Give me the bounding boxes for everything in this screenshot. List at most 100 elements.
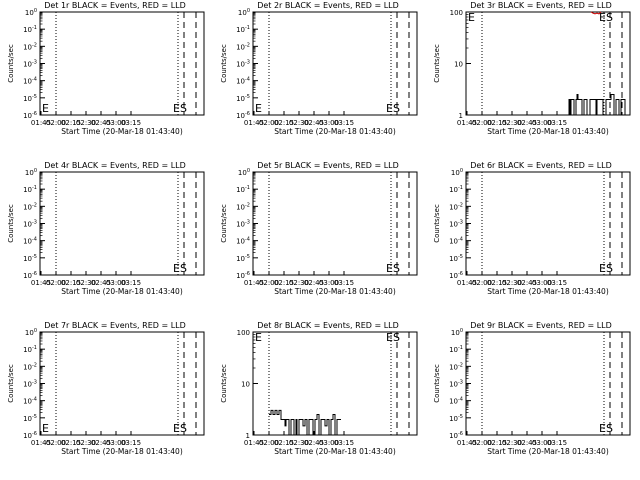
x-tick-label: 02:15: [61, 439, 81, 447]
x-axis-title: Start Time (20-Mar-18 01:43:40): [274, 287, 396, 296]
y-tick-label: 10-2: [236, 42, 250, 51]
events-series-line: [269, 409, 341, 436]
y-tick-label: 10-4: [236, 77, 250, 86]
y-tick-label: 10-3: [23, 220, 37, 229]
x-tick-label: 02:15: [61, 119, 81, 127]
x-tick-label: 02:00: [472, 279, 492, 287]
x-tick-label: 02:30: [76, 119, 96, 127]
panel-title: Det 6r BLACK = Events, RED = LLD: [470, 161, 612, 170]
y-tick-label: 10-3: [23, 60, 37, 69]
x-tick-label: 03:00: [106, 279, 126, 287]
x-tick-label: 02:15: [274, 439, 294, 447]
y-tick-label: 10-6: [449, 431, 463, 440]
panel-title: Det 4r BLACK = Events, RED = LLD: [44, 161, 186, 170]
x-tick-label: 03:00: [532, 279, 552, 287]
y-tick-label: 10-4: [449, 237, 463, 246]
detector-panel: Counts/sec 01:4502:0002:1502:3002:4503:00…: [433, 168, 631, 287]
y-tick-label: 10-1: [236, 185, 250, 194]
x-tick-label: 02:15: [487, 279, 507, 287]
y-tick-label: 10-3: [449, 220, 463, 229]
annotation-label: E: [255, 331, 262, 344]
x-tick-label: 02:30: [76, 439, 96, 447]
x-axis-title: Start Time (20-Mar-18 01:43:40): [61, 127, 183, 136]
y-axis-title: Counts/sec: [7, 364, 15, 403]
x-tick-label: 02:00: [46, 279, 66, 287]
annotation-label: E: [42, 422, 49, 435]
y-tick-label: 10-6: [236, 111, 250, 120]
y-tick-label: 100: [450, 9, 463, 17]
y-tick-label: 10-2: [236, 202, 250, 211]
y-axis-title: Counts/sec: [433, 44, 441, 83]
x-axis-title: Start Time (20-Mar-18 01:43:40): [487, 127, 609, 136]
y-axis-title: Counts/sec: [220, 204, 228, 243]
y-tick-label: 10-5: [449, 254, 463, 263]
detector-panel: Counts/sec 01:4502:0002:1502:3002:4503:00…: [7, 168, 205, 287]
panel-title: Det 8r BLACK = Events, RED = LLD: [257, 321, 399, 330]
detector-panel: Counts/sec 01:4502:0002:1502:3002:4503:00…: [7, 328, 205, 447]
x-tick-label: 03:00: [319, 119, 339, 127]
y-axis-title: Counts/sec: [220, 364, 228, 403]
x-tick-label: 02:15: [274, 279, 294, 287]
y-tick-label: 10-2: [449, 202, 463, 211]
panel-title: Det 7r BLACK = Events, RED = LLD: [44, 321, 186, 330]
x-tick-label: 01:45: [31, 439, 51, 447]
y-tick-label: 10-2: [23, 42, 37, 51]
x-tick-label: 03:15: [121, 279, 141, 287]
y-tick-label: 10-6: [23, 111, 37, 120]
x-tick-label: 02:45: [517, 439, 537, 447]
y-tick-label: 10: [454, 61, 463, 69]
y-tick-label: 10-6: [449, 271, 463, 280]
annotation-label: ES: [386, 331, 400, 344]
x-tick-label: 02:00: [259, 119, 279, 127]
x-tick-label: 03:15: [547, 439, 567, 447]
panel-title: Det 2r BLACK = Events, RED = LLD: [257, 1, 399, 10]
panel-title: Det 3r BLACK = Events, RED = LLD: [470, 1, 612, 10]
y-tick-label: 10-6: [23, 271, 37, 280]
x-tick-label: 03:15: [334, 439, 354, 447]
y-tick-label: 100: [451, 168, 463, 177]
x-tick-label: 02:45: [517, 279, 537, 287]
x-tick-label: 01:45: [244, 439, 264, 447]
x-tick-label: 03:00: [532, 439, 552, 447]
y-tick-label: 100: [238, 8, 250, 17]
detector-panel: Counts/sec 01:4502:0002:1502:3002:4503:00…: [220, 329, 418, 447]
y-tick-label: 10-3: [236, 60, 250, 69]
x-tick-label: 03:15: [547, 279, 567, 287]
y-tick-label: 10-1: [236, 25, 250, 34]
y-tick-label: 10-4: [236, 237, 250, 246]
annotation-label: ES: [599, 422, 613, 435]
x-tick-label: 03:15: [121, 119, 141, 127]
y-tick-label: 10-5: [23, 254, 37, 263]
y-tick-label: 10-3: [23, 380, 37, 389]
x-tick-label: 01:45: [244, 119, 264, 127]
y-tick-label: 10-5: [449, 414, 463, 423]
x-tick-label: 02:45: [91, 119, 111, 127]
x-tick-label: 02:30: [289, 439, 309, 447]
y-tick-label: 10-1: [23, 345, 37, 354]
y-tick-label: 10-4: [23, 397, 37, 406]
x-tick-label: 01:45: [457, 279, 477, 287]
x-tick-label: 02:30: [289, 119, 309, 127]
y-tick-label: 10-4: [23, 77, 37, 86]
x-tick-label: 03:15: [334, 279, 354, 287]
x-tick-label: 02:30: [502, 279, 522, 287]
y-tick-label: 10-5: [236, 94, 250, 103]
y-tick-label: 10-5: [23, 414, 37, 423]
x-tick-label: 03:00: [532, 119, 552, 127]
y-axis-title: Counts/sec: [220, 44, 228, 83]
panel-title: Det 9r BLACK = Events, RED = LLD: [470, 321, 612, 330]
x-tick-label: 02:15: [487, 119, 507, 127]
plot-frame: [39, 171, 205, 276]
plot-frame: [465, 331, 631, 436]
detector-panel: Counts/sec 01:4502:0002:1502:3002:4503:00…: [220, 168, 418, 287]
annotation-label: E: [255, 102, 262, 115]
x-axis-title: Start Time (20-Mar-18 01:43:40): [61, 287, 183, 296]
x-tick-label: 02:00: [472, 439, 492, 447]
y-tick-label: 10-2: [449, 362, 463, 371]
x-tick-label: 03:15: [547, 119, 567, 127]
y-tick-label: 10: [241, 381, 250, 389]
plot-frame: [252, 11, 418, 116]
x-tick-label: 02:00: [46, 439, 66, 447]
x-tick-label: 01:45: [457, 439, 477, 447]
